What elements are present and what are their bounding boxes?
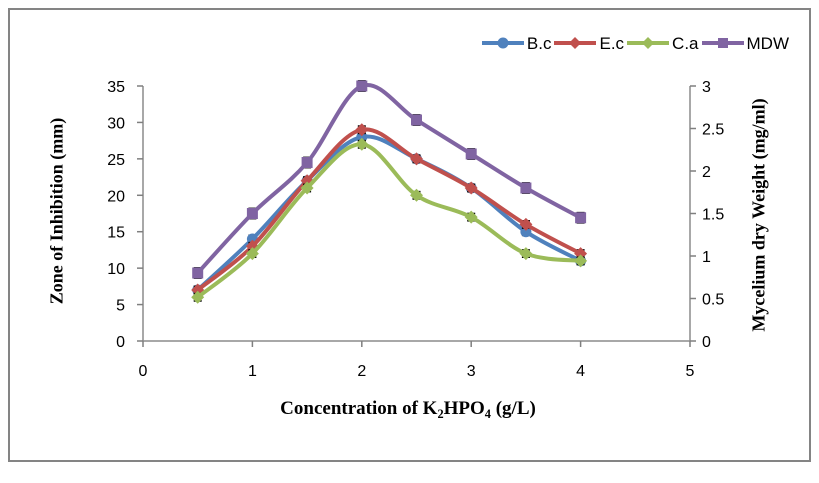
legend-item-B.c: B.c xyxy=(481,33,552,53)
chart-figure: 0 5 10 15 20 25 30 35 0 0.5 1 1.5 2 2.5 3 0 1 2 3 4 5 Zone o… xyxy=(8,8,811,462)
x-tick-label: 0 xyxy=(139,363,148,380)
series-line-E.c xyxy=(195,127,583,292)
x-axis-title-subscript: 4 xyxy=(484,406,491,421)
series-marker-E.c xyxy=(519,217,533,231)
series-marker-C.a xyxy=(300,181,314,195)
series-line-C.a xyxy=(195,142,583,300)
series-marker-C.a xyxy=(464,210,478,224)
series-marker-C.a xyxy=(410,188,423,202)
x-axis-title-subscript: 2 xyxy=(437,406,444,421)
x-tick-label: 1 xyxy=(248,363,257,380)
y-axis-left-title: Zone of Inhibition (mm) xyxy=(46,117,67,305)
series-marker-MDW xyxy=(301,157,313,168)
y-left-tick-label: 30 xyxy=(107,115,125,132)
y-left-tick-label: 10 xyxy=(107,261,125,278)
legend-label: MDW xyxy=(746,33,789,53)
y-right-tick-label: 0 xyxy=(702,334,711,351)
series-marker-MDW xyxy=(411,114,422,126)
legend-marker-diamond-icon xyxy=(554,37,597,49)
series-marker-C.a xyxy=(574,254,588,268)
x-axis-title-segment: (g/L) xyxy=(490,398,536,420)
series-marker-B.c xyxy=(356,131,368,143)
series-marker-MDW xyxy=(192,267,204,279)
x-tick-label: 2 xyxy=(357,363,366,380)
series-marker-MDW xyxy=(356,80,368,92)
y-left-tick-label: 25 xyxy=(107,152,125,169)
y-right-tick-label: 1 xyxy=(702,249,711,266)
y-right-tick-label: 3 xyxy=(702,79,711,96)
legend-marker-diamond-icon xyxy=(627,37,670,49)
y-left-tick-label: 5 xyxy=(116,298,125,315)
y-right-tick-label: 0.5 xyxy=(702,292,724,309)
legend-label: C.a xyxy=(672,33,699,53)
series-marker-MDW xyxy=(465,148,477,160)
series-marker-C.a xyxy=(519,247,533,261)
legend: B.c E.c C.a MDW xyxy=(481,32,789,54)
x-tick-label: 3 xyxy=(467,363,476,380)
series-marker-E.c xyxy=(464,181,478,195)
y-right-tick-label: 1.5 xyxy=(702,207,724,224)
x-tick-label: 5 xyxy=(686,363,695,380)
legend-marker-circle-icon xyxy=(481,37,524,49)
series-marker-C.a xyxy=(245,247,259,261)
y-left-tick-label: 15 xyxy=(107,225,125,242)
x-tick-label: 4 xyxy=(576,363,585,380)
legend-label: B.c xyxy=(526,33,552,53)
y-left-tick-label: 0 xyxy=(116,334,125,351)
series-marker-MDW xyxy=(246,208,258,219)
series-marker-E.c xyxy=(410,152,423,166)
y-axis-right-title: Mycelium dry Weight (mg/ml) xyxy=(748,98,769,332)
series-marker-MDW xyxy=(520,182,532,194)
x-axis-title-segment: HPO xyxy=(443,398,485,420)
y-right-tick-label: 2.5 xyxy=(702,122,724,139)
y-left-tick-label: 35 xyxy=(107,79,125,96)
series-marker-C.a xyxy=(191,290,205,304)
legend-item-E.c: E.c xyxy=(553,35,624,52)
legend-label: E.c xyxy=(599,33,625,53)
x-axis-title-segment: Concentration of K xyxy=(280,398,438,420)
y-left-tick-label: 20 xyxy=(107,188,125,205)
series-marker-C.a xyxy=(355,137,369,151)
x-axis-title: Concentration of K2HPO4 (g/L) xyxy=(280,398,536,422)
legend-item-C.a: C.a xyxy=(626,33,699,53)
y-right-tick-label: 2 xyxy=(702,164,711,181)
legend-item-MDW: MDW xyxy=(701,35,789,52)
legend-marker-square-icon xyxy=(701,38,744,48)
series-marker-B.c xyxy=(520,226,532,238)
series-marker-E.c xyxy=(355,123,369,137)
series-marker-MDW xyxy=(575,212,587,224)
